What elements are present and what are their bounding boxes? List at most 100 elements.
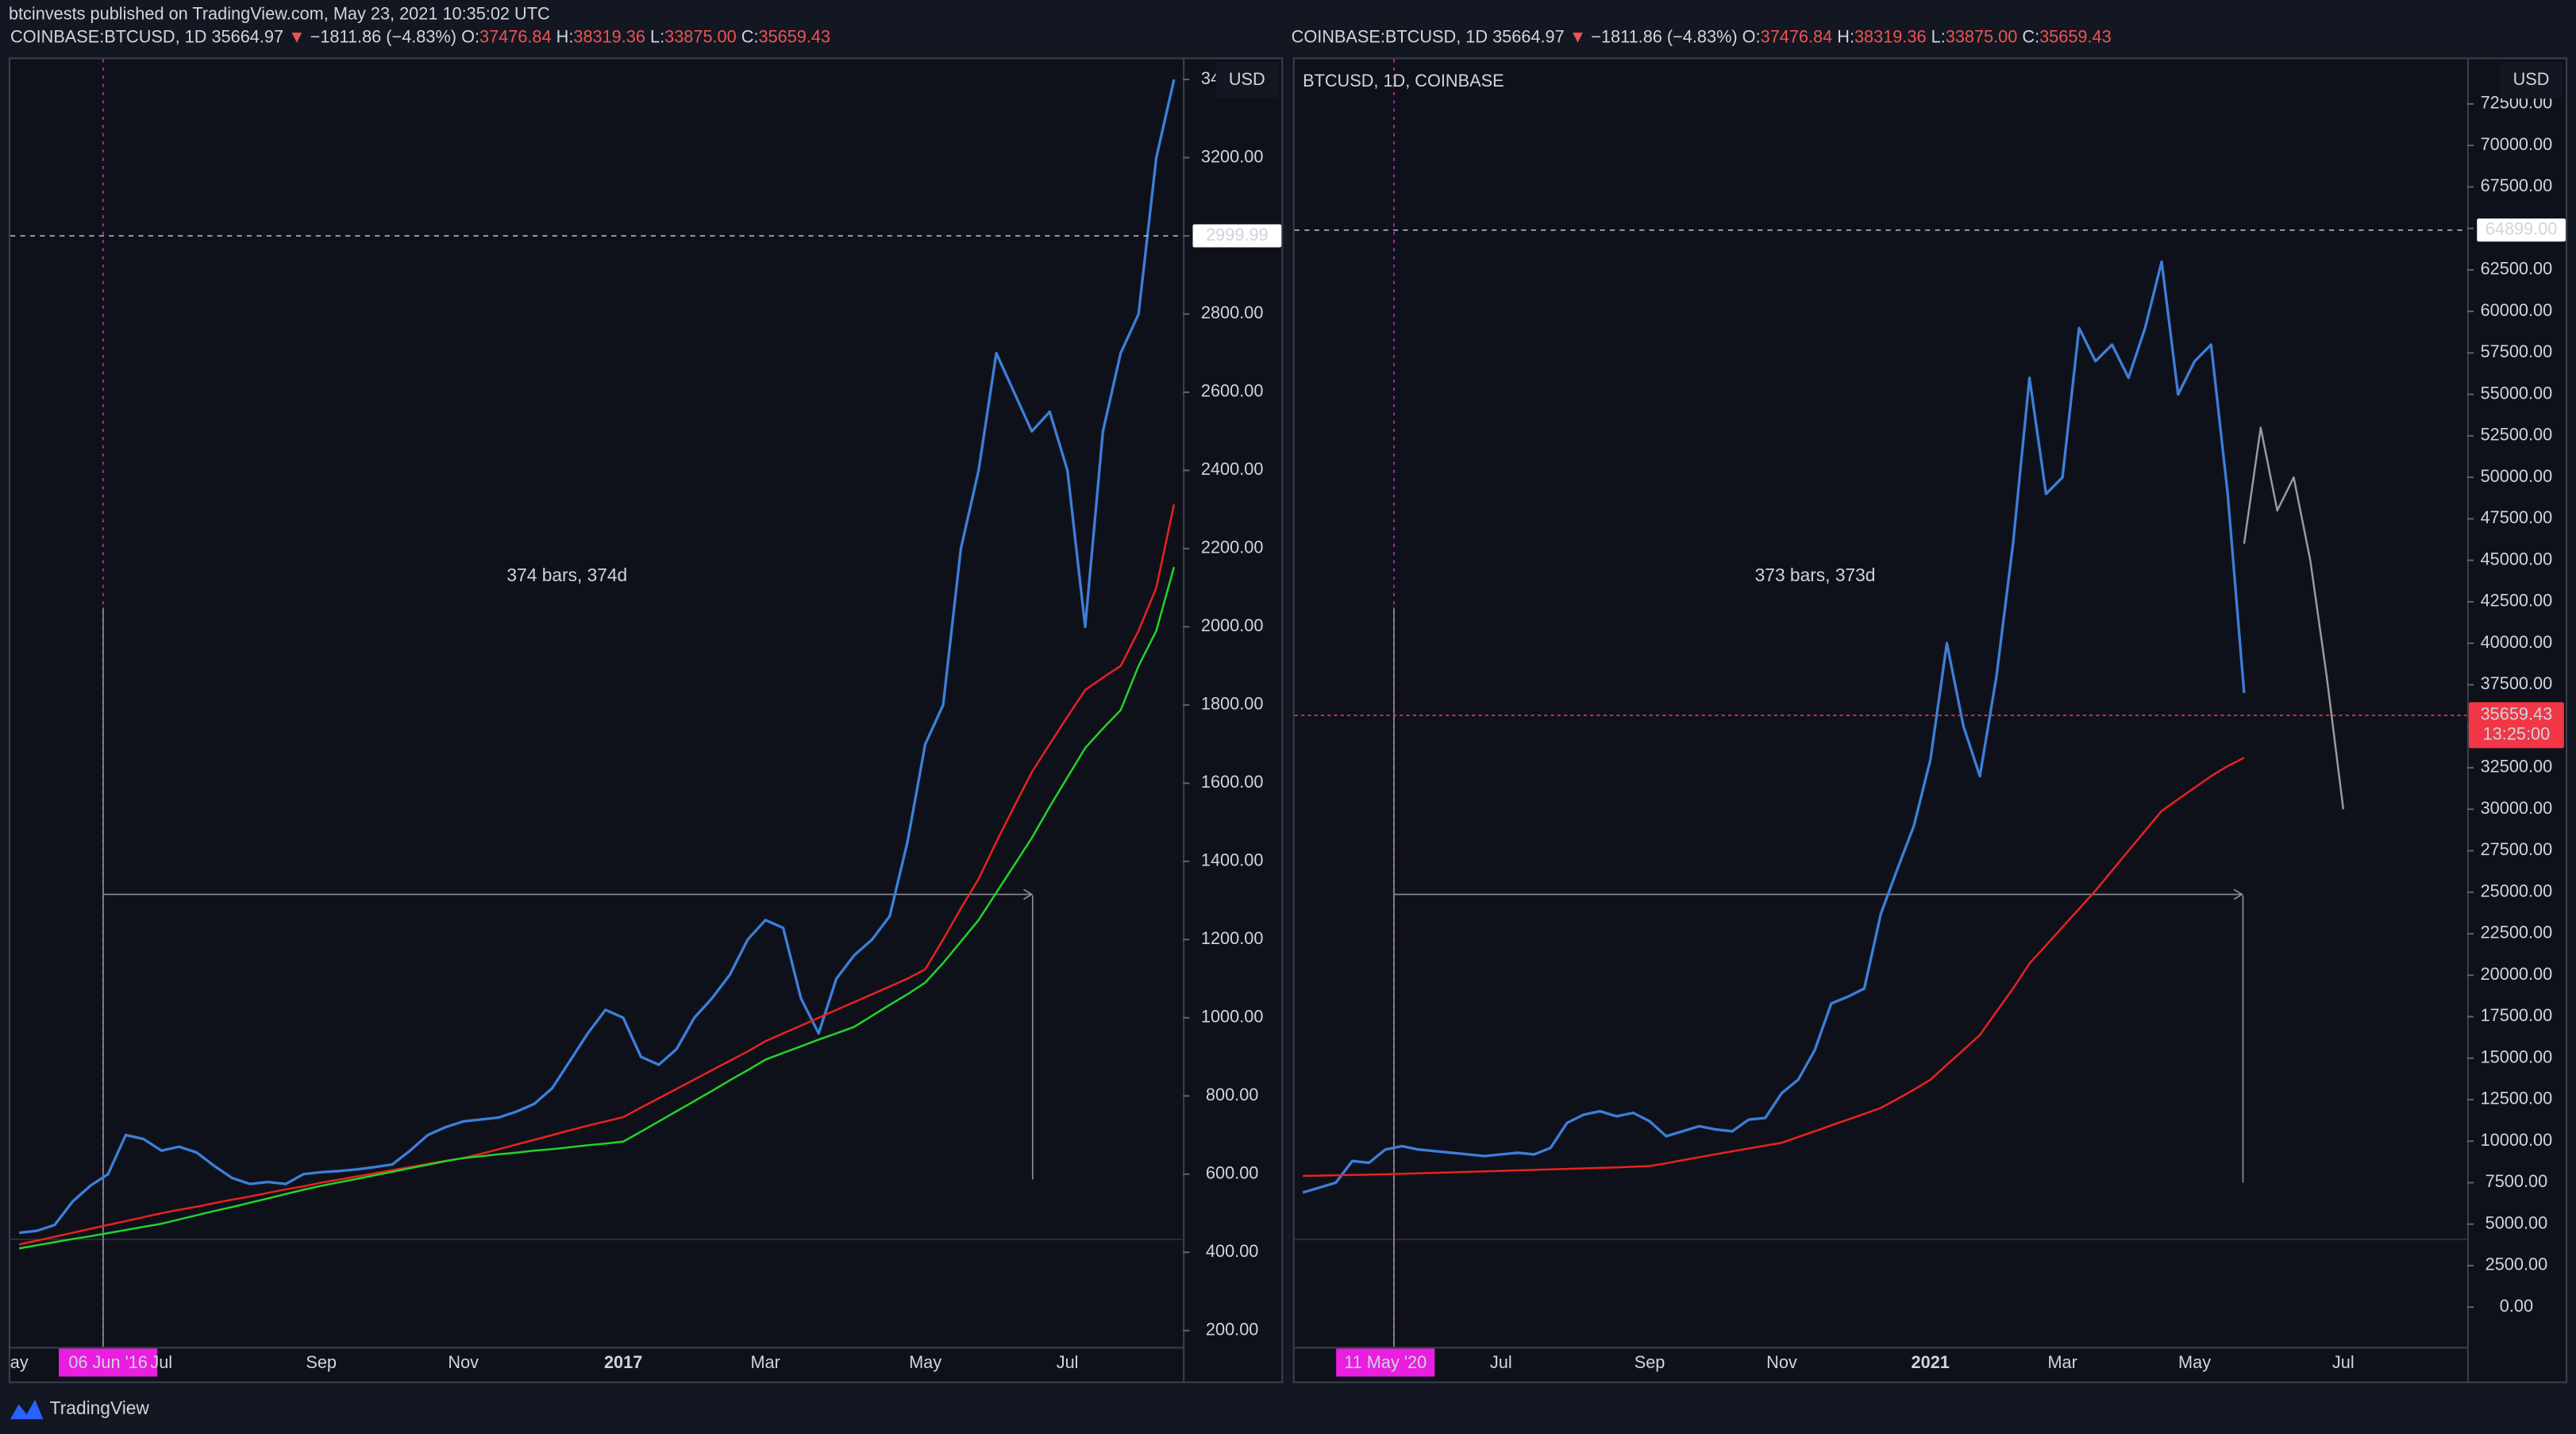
- price-line: [19, 79, 1176, 1235]
- y-tick-label: 37500.00: [2481, 673, 2553, 693]
- measure-arrow: [2233, 889, 2244, 900]
- series-line: [18, 504, 1176, 1246]
- y-tick-label: 12500.00: [2481, 1089, 2553, 1108]
- y-tick-label: 20000.00: [2481, 964, 2553, 984]
- series-line: [1303, 757, 2245, 1178]
- x-tick-label: Nov: [1766, 1352, 1797, 1372]
- y-tick-label: 1600.00: [1201, 772, 1264, 792]
- pane-title: BTCUSD, 1D, COINBASE: [1303, 71, 1504, 91]
- y-tick-label: 1400.00: [1201, 850, 1264, 870]
- x-tick-label: 11 May '20: [1344, 1352, 1427, 1372]
- ohlc-label: H:: [556, 26, 574, 46]
- y-tick-label: 1000.00: [1201, 1007, 1264, 1027]
- y-tick-label: 200.00: [1206, 1319, 1258, 1339]
- y-tick-label: 25000.00: [2481, 881, 2553, 900]
- y-tick-label: 47500.00: [2481, 507, 2553, 527]
- symbol: COINBASE:BTCUSD, 1D: [10, 26, 206, 46]
- x-tick-label: Jul: [1490, 1352, 1512, 1372]
- y-tick-label: 2000.00: [1201, 615, 1264, 635]
- y-tick-label: 30000.00: [2481, 798, 2553, 818]
- ohlc-value: 35659.43: [758, 26, 830, 46]
- change-direction: ▼: [288, 26, 305, 46]
- ohlc-value: 33875.00: [1946, 26, 2018, 46]
- x-tick-label: May: [909, 1352, 941, 1372]
- countdown: 13:25:00: [2483, 723, 2551, 743]
- y-tick-label: 17500.00: [2481, 1005, 2553, 1025]
- ohlc-value: 33875.00: [664, 26, 737, 46]
- y-tick-label: 2800.00: [1201, 303, 1264, 322]
- measure-arrow: [1023, 889, 1034, 900]
- symbol-legend: COINBASE:BTCUSD, 1D 35664.97 ▼ −1811.86 …: [10, 26, 830, 46]
- y-tick-label: 50000.00: [2481, 466, 2553, 486]
- y-tick-label: 0.00: [2500, 1296, 2533, 1316]
- publisher: btcinvests published on TradingView.com,…: [9, 3, 550, 23]
- y-tick-label: 62500.00: [2481, 259, 2553, 279]
- y-tick-label: 2400.00: [1201, 459, 1264, 479]
- x-tick-label: ay: [10, 1352, 29, 1372]
- x-tick-label: 2017: [604, 1352, 642, 1372]
- y-tick-label: 1200.00: [1201, 928, 1264, 948]
- price-tag: [2477, 218, 2566, 242]
- y-tick-label: 67500.00: [2481, 175, 2553, 195]
- y-tick-label: 2500.00: [2486, 1255, 2548, 1274]
- measure-label: 373 bars, 373d: [1755, 565, 1876, 585]
- currency-box: [1215, 62, 1279, 99]
- left-panel: [8, 57, 1284, 1383]
- measure-label: 374 bars, 374d: [506, 565, 627, 585]
- y-tick-label: 800.00: [1206, 1085, 1258, 1104]
- last-price: 35664.97: [1492, 26, 1565, 46]
- date-highlight: [1336, 1348, 1435, 1377]
- change: −1811.86 (−4.83%): [310, 26, 456, 46]
- last-price-tag: [2468, 702, 2564, 749]
- y-tick-label: 70000.00: [2481, 134, 2553, 154]
- x-tick-label: Sep: [306, 1352, 337, 1372]
- y-tick-label: 27500.00: [2481, 839, 2553, 859]
- ohlc-value: 38319.36: [573, 26, 645, 46]
- y-tick-label: 10000.00: [2481, 1130, 2553, 1150]
- y-tick-label: 15000.00: [2481, 1047, 2553, 1066]
- last-price: 35664.97: [211, 26, 283, 46]
- date-highlight: [59, 1348, 158, 1377]
- price-line: [1302, 260, 2246, 1194]
- price-tag: [1192, 224, 1282, 248]
- x-tick-label: 2021: [1912, 1352, 1950, 1372]
- price-tag-label: 64899.00: [2486, 219, 2558, 239]
- ohlc-label: O:: [461, 26, 479, 46]
- ohlc-value: 38319.36: [1854, 26, 1927, 46]
- change: −1811.86 (−4.83%): [1591, 26, 1737, 46]
- x-tick-label: Jul: [150, 1352, 172, 1372]
- symbol: COINBASE:BTCUSD, 1D: [1292, 26, 1488, 46]
- y-tick-label: 1800.00: [1201, 694, 1264, 714]
- footer-brand: TradingView: [50, 1397, 150, 1418]
- y-tick-label: 400.00: [1206, 1241, 1258, 1261]
- logo-mark: [10, 1399, 44, 1420]
- series-line: [18, 566, 1176, 1250]
- x-tick-label: Nov: [448, 1352, 479, 1372]
- ohlc-label: C:: [2022, 26, 2039, 46]
- ohlc-label: O:: [1742, 26, 1761, 46]
- symbol-legend: COINBASE:BTCUSD, 1D 35664.97 ▼ −1811.86 …: [1292, 26, 2112, 46]
- y-tick-label: 5000.00: [2486, 1212, 2548, 1232]
- price-tag-label: 2999.99: [1206, 225, 1269, 245]
- ohlc-label: L:: [650, 26, 664, 46]
- y-tick-label: 32500.00: [2481, 757, 2553, 777]
- y-tick-label: 2600.00: [1201, 381, 1264, 401]
- x-tick-label: Mar: [2047, 1352, 2077, 1372]
- ohlc-value: 37476.84: [479, 26, 552, 46]
- y-tick-label: 52500.00: [2481, 425, 2553, 445]
- y-tick-label: 60000.00: [2481, 300, 2553, 320]
- series-line: [2243, 426, 2345, 810]
- measure-tool: [102, 607, 2244, 1347]
- y-tick-label: 57500.00: [2481, 341, 2553, 361]
- ohlc-label: C:: [741, 26, 759, 46]
- x-tick-label: Jul: [2332, 1352, 2355, 1372]
- ohlc-value: 35659.43: [2039, 26, 2112, 46]
- y-tick-label: 7500.00: [2486, 1171, 2548, 1191]
- y-tick-label: 2200.00: [1201, 538, 1264, 557]
- y-tick-label: 55000.00: [2481, 383, 2553, 403]
- x-tick-label: 06 Jun '16: [68, 1352, 148, 1372]
- right-panel: [1292, 57, 2568, 1383]
- x-tick-label: Jul: [1057, 1352, 1079, 1372]
- x-tick-label: May: [2178, 1352, 2211, 1372]
